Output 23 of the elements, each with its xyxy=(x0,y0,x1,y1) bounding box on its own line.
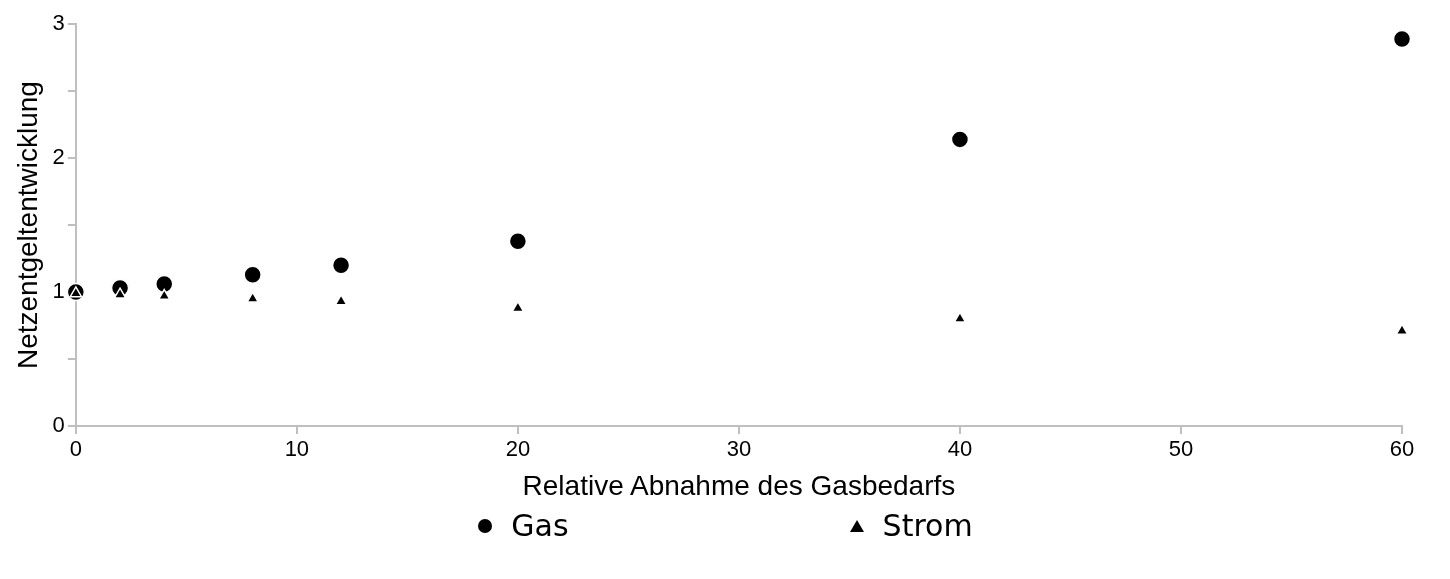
legend-label: Gas xyxy=(511,508,569,543)
x-tick-label: 50 xyxy=(1168,436,1194,462)
point xyxy=(334,294,348,306)
x-tick-label: 0 xyxy=(69,436,82,462)
point xyxy=(155,274,174,294)
y-tick-label: 1 xyxy=(52,278,65,304)
x-tick-label: 30 xyxy=(726,436,752,462)
y-tick-label: 0 xyxy=(52,412,65,438)
y-tick-label: 3 xyxy=(52,10,65,36)
x-tick-label: 10 xyxy=(284,436,310,462)
y-axis-title: Netzentgeltentwicklung xyxy=(11,81,43,370)
x-axis-title: Relative Abnahme des Gasbedarfs xyxy=(522,469,956,501)
point xyxy=(331,256,351,275)
point xyxy=(950,130,970,149)
x-tick-label: 60 xyxy=(1389,436,1415,462)
x-tick-label: 20 xyxy=(505,436,531,462)
y-tick-label: 2 xyxy=(52,144,65,170)
x-tick-label: 40 xyxy=(947,436,973,462)
point xyxy=(508,231,528,251)
point xyxy=(243,265,262,284)
legend-label: Strom xyxy=(882,508,973,543)
point xyxy=(113,287,127,299)
point xyxy=(1392,29,1412,49)
